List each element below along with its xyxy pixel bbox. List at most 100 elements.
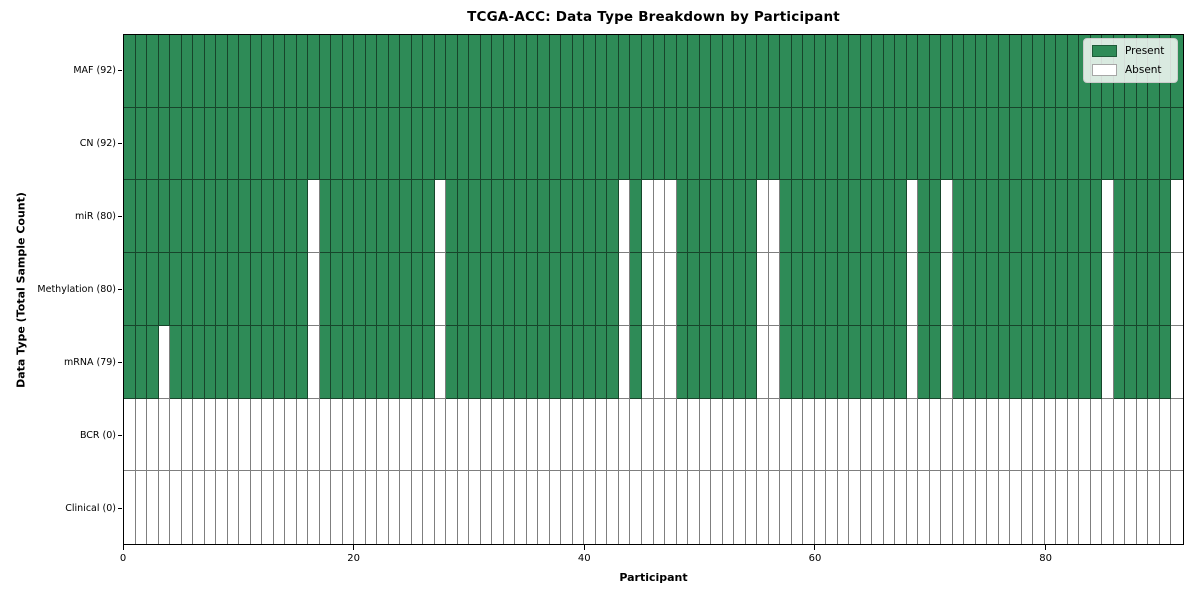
heatmap-cell <box>768 398 781 472</box>
heatmap-cell <box>492 398 504 472</box>
heatmap-cell <box>273 107 286 181</box>
heatmap-cell <box>929 471 942 544</box>
heatmap-cell <box>1079 471 1091 544</box>
heatmap-cell <box>1171 107 1183 181</box>
heatmap-cell <box>883 180 896 254</box>
heatmap-cell <box>319 325 332 399</box>
heatmap-cell <box>895 107 907 181</box>
heatmap-cell <box>354 35 366 108</box>
heatmap-cell <box>227 325 240 399</box>
heatmap-cell <box>803 253 815 326</box>
heatmap-cell <box>987 180 999 254</box>
heatmap-cell <box>170 180 182 254</box>
heatmap-cell <box>607 107 619 181</box>
heatmap-cell <box>273 253 286 326</box>
heatmap-cell <box>1090 325 1103 399</box>
heatmap-cell <box>434 107 447 181</box>
heatmap-cell <box>388 398 401 472</box>
heatmap-cell <box>354 398 366 472</box>
heatmap-cell <box>607 35 619 108</box>
heatmap-cell <box>814 398 827 472</box>
heatmap-cell <box>791 180 804 254</box>
heatmap-cell <box>584 35 596 108</box>
heatmap-cell <box>987 253 999 326</box>
heatmap-cell <box>929 325 942 399</box>
heatmap-cell <box>1044 471 1057 544</box>
heatmap-cell <box>860 107 873 181</box>
heatmap-cell <box>469 253 481 326</box>
heatmap-cell <box>780 325 792 399</box>
heatmap-cell <box>791 253 804 326</box>
heatmap-cell <box>158 107 171 181</box>
heatmap-cell <box>285 325 297 399</box>
heatmap-cell <box>641 107 654 181</box>
heatmap-cell <box>964 471 976 544</box>
heatmap-cell <box>849 253 861 326</box>
heatmap-cell <box>1079 398 1091 472</box>
heatmap-cell <box>1067 398 1080 472</box>
heatmap-cell <box>780 398 792 472</box>
heatmap-cell <box>1136 253 1149 326</box>
heatmap-cell <box>181 107 194 181</box>
heatmap-cell <box>722 253 735 326</box>
heatmap-cell <box>595 107 608 181</box>
heatmap-cell <box>734 471 746 544</box>
heatmap-cell <box>595 180 608 254</box>
heatmap-cell <box>1136 471 1149 544</box>
heatmap-cell <box>193 180 205 254</box>
heatmap-cell <box>595 253 608 326</box>
heatmap-cell <box>457 325 470 399</box>
heatmap-cell <box>676 471 689 544</box>
heatmap-cell <box>423 107 435 181</box>
heatmap-cell <box>135 398 148 472</box>
heatmap-cell <box>308 180 320 254</box>
heatmap-cell <box>1079 180 1091 254</box>
heatmap-cell <box>388 471 401 544</box>
heatmap-cell <box>791 398 804 472</box>
heatmap-cell <box>734 107 746 181</box>
heatmap-cell <box>170 253 182 326</box>
heatmap-cell <box>308 398 320 472</box>
heatmap-cell <box>952 253 965 326</box>
heatmap-cell <box>1125 325 1137 399</box>
heatmap-cell <box>722 35 735 108</box>
heatmap-cell <box>561 253 573 326</box>
heatmap-cell <box>975 471 988 544</box>
heatmap-cell <box>411 253 424 326</box>
heatmap-cell <box>964 398 976 472</box>
heatmap-cell <box>1159 398 1172 472</box>
heatmap-cell <box>734 35 746 108</box>
heatmap-cell <box>630 398 642 472</box>
heatmap-cell <box>711 253 723 326</box>
heatmap-cell <box>1021 35 1034 108</box>
heatmap-cell <box>457 398 470 472</box>
heatmap-cell <box>204 471 217 544</box>
heatmap-cell <box>492 325 504 399</box>
heatmap-cell <box>722 471 735 544</box>
heatmap-cell <box>193 325 205 399</box>
heatmap-cell <box>1079 253 1091 326</box>
heatmap-cell <box>584 325 596 399</box>
heatmap-cell <box>446 107 458 181</box>
heatmap-cell <box>158 180 171 254</box>
heatmap-cell <box>377 107 389 181</box>
y-axis-tick <box>118 143 122 144</box>
heatmap-cell <box>722 325 735 399</box>
heatmap-cell <box>1102 180 1114 254</box>
heatmap-cell <box>239 107 251 181</box>
heatmap-cell <box>837 107 850 181</box>
heatmap-cell <box>964 107 976 181</box>
heatmap-cell <box>181 325 194 399</box>
heatmap-cell <box>400 107 412 181</box>
heatmap-cell <box>607 325 619 399</box>
heatmap-cell <box>757 471 769 544</box>
heatmap-cell <box>768 180 781 254</box>
heatmap-cell <box>1056 398 1068 472</box>
heatmap-cell <box>1067 325 1080 399</box>
heatmap-cell <box>688 107 700 181</box>
heatmap-cell <box>964 35 976 108</box>
heatmap-cell <box>895 398 907 472</box>
heatmap-cell <box>952 398 965 472</box>
heatmap-cell <box>676 253 689 326</box>
x-tick-label-20: 20 <box>347 553 360 564</box>
